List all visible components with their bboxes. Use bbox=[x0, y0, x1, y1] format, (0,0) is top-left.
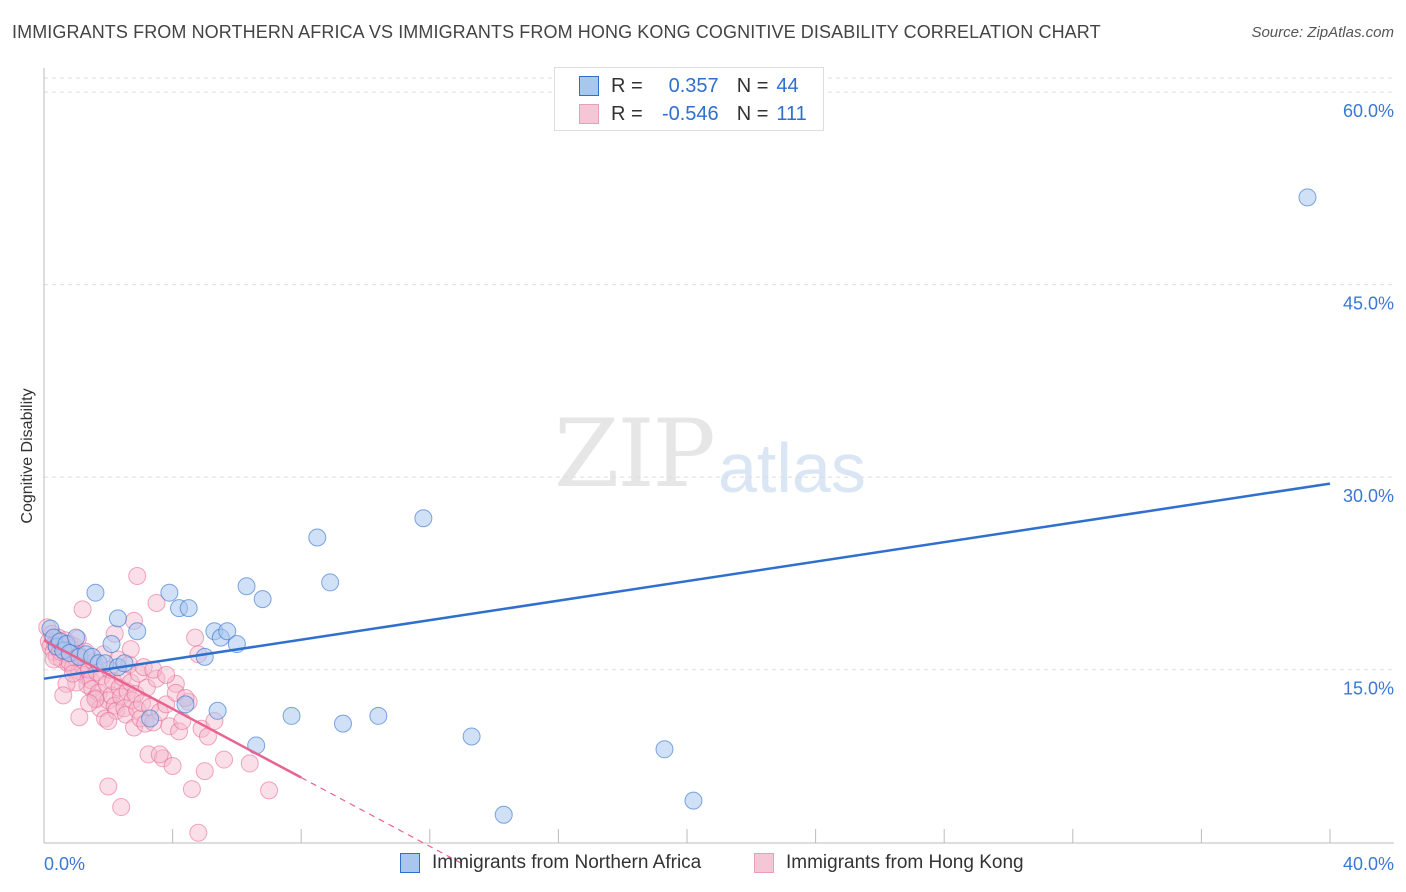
y-tick-label: 15.0% bbox=[1343, 679, 1394, 699]
data-point-northern-africa bbox=[308, 528, 327, 547]
n-label: N = bbox=[736, 102, 769, 125]
data-point-northern-africa bbox=[67, 628, 86, 647]
y-axis-label: Cognitive Disability bbox=[19, 388, 36, 524]
data-point-northern-africa bbox=[282, 706, 301, 725]
data-point-northern-africa bbox=[253, 590, 272, 609]
n-value: 111 bbox=[776, 102, 807, 125]
data-point-hong-kong bbox=[99, 712, 118, 731]
data-point-northern-africa bbox=[176, 695, 195, 714]
y-tick-label: 45.0% bbox=[1343, 294, 1394, 314]
legend-label-northern-africa: Immigrants from Northern Africa bbox=[432, 852, 702, 873]
x-tick-label: 0.0% bbox=[44, 854, 85, 874]
trendline-northern-africa bbox=[43, 482, 1331, 680]
data-point-northern-africa bbox=[494, 805, 513, 824]
data-point-hong-kong bbox=[125, 718, 144, 737]
data-point-northern-africa bbox=[108, 609, 127, 628]
watermark-zip: ZIP bbox=[554, 400, 716, 509]
blue-swatch-icon bbox=[400, 853, 420, 873]
source-label: Source: ZipAtlas.com bbox=[1251, 24, 1394, 41]
trendline-hong-kong-extension bbox=[300, 777, 463, 865]
data-point-northern-africa bbox=[1298, 188, 1317, 207]
data-point-northern-africa bbox=[462, 727, 481, 746]
chart-title: IMMIGRANTS FROM NORTHERN AFRICA VS IMMIG… bbox=[12, 22, 1101, 42]
data-point-hong-kong bbox=[215, 750, 234, 769]
legend-row-blue: R = 0.357 N = 44 bbox=[579, 72, 799, 100]
r-label: R = bbox=[611, 74, 643, 97]
r-value: -0.546 bbox=[661, 102, 719, 125]
data-point-hong-kong bbox=[112, 798, 131, 817]
n-value: 44 bbox=[776, 74, 799, 97]
data-point-hong-kong bbox=[147, 593, 166, 612]
data-point-hong-kong bbox=[80, 694, 99, 713]
pink-swatch-icon bbox=[579, 104, 599, 124]
data-point-northern-africa bbox=[141, 709, 160, 728]
data-point-hong-kong bbox=[70, 708, 89, 727]
watermark-atlas: atlas bbox=[718, 429, 866, 507]
data-point-northern-africa bbox=[128, 622, 147, 641]
data-point-northern-africa bbox=[179, 599, 198, 618]
r-value: 0.357 bbox=[668, 74, 719, 97]
data-point-northern-africa bbox=[86, 583, 105, 602]
data-point-hong-kong bbox=[163, 756, 182, 775]
data-point-hong-kong bbox=[73, 600, 92, 619]
data-point-northern-africa bbox=[321, 573, 340, 592]
n-label: N = bbox=[736, 74, 769, 97]
data-point-hong-kong bbox=[260, 781, 279, 800]
data-point-hong-kong bbox=[186, 628, 205, 647]
data-point-hong-kong bbox=[189, 823, 208, 842]
data-point-northern-africa bbox=[333, 714, 352, 733]
pink-swatch-icon bbox=[754, 853, 774, 873]
r-label: R = bbox=[611, 102, 643, 125]
legend-label-hong-kong: Immigrants from Hong Kong bbox=[786, 852, 1024, 873]
legend-item-northern-africa[interactable]: Immigrants from Northern Africa bbox=[400, 852, 701, 874]
legend-row-pink: R = -0.546 N = 111 bbox=[579, 100, 807, 128]
data-point-hong-kong bbox=[99, 777, 118, 796]
data-point-hong-kong bbox=[166, 683, 185, 702]
y-tick-label: 30.0% bbox=[1343, 486, 1394, 506]
x-tick-label: 40.0% bbox=[1343, 854, 1394, 874]
data-point-hong-kong bbox=[240, 754, 259, 773]
data-point-hong-kong bbox=[128, 567, 147, 586]
data-point-hong-kong bbox=[150, 745, 169, 764]
data-point-northern-africa bbox=[237, 577, 256, 596]
data-point-northern-africa bbox=[208, 701, 227, 720]
data-point-northern-africa bbox=[102, 635, 121, 654]
data-point-hong-kong bbox=[195, 762, 214, 781]
data-point-northern-africa bbox=[218, 622, 237, 641]
data-point-hong-kong bbox=[182, 780, 201, 799]
data-point-northern-africa bbox=[160, 583, 179, 602]
y-tick-label: 60.0% bbox=[1343, 101, 1394, 121]
data-point-northern-africa bbox=[115, 654, 134, 673]
data-point-northern-africa bbox=[655, 740, 674, 759]
data-point-northern-africa bbox=[369, 706, 388, 725]
legend-item-hong-kong[interactable]: Immigrants from Hong Kong bbox=[754, 852, 1024, 874]
data-point-northern-africa bbox=[195, 647, 214, 666]
data-point-hong-kong bbox=[54, 686, 73, 705]
data-point-hong-kong bbox=[170, 722, 189, 741]
data-point-northern-africa bbox=[414, 509, 433, 528]
correlation-legend: R = 0.357 N = 44 R = -0.546 N = 111 bbox=[554, 67, 824, 131]
trendline-hong-kong bbox=[43, 639, 302, 779]
data-point-hong-kong bbox=[157, 665, 176, 684]
blue-swatch-icon bbox=[579, 76, 599, 96]
data-point-northern-africa bbox=[684, 791, 703, 810]
